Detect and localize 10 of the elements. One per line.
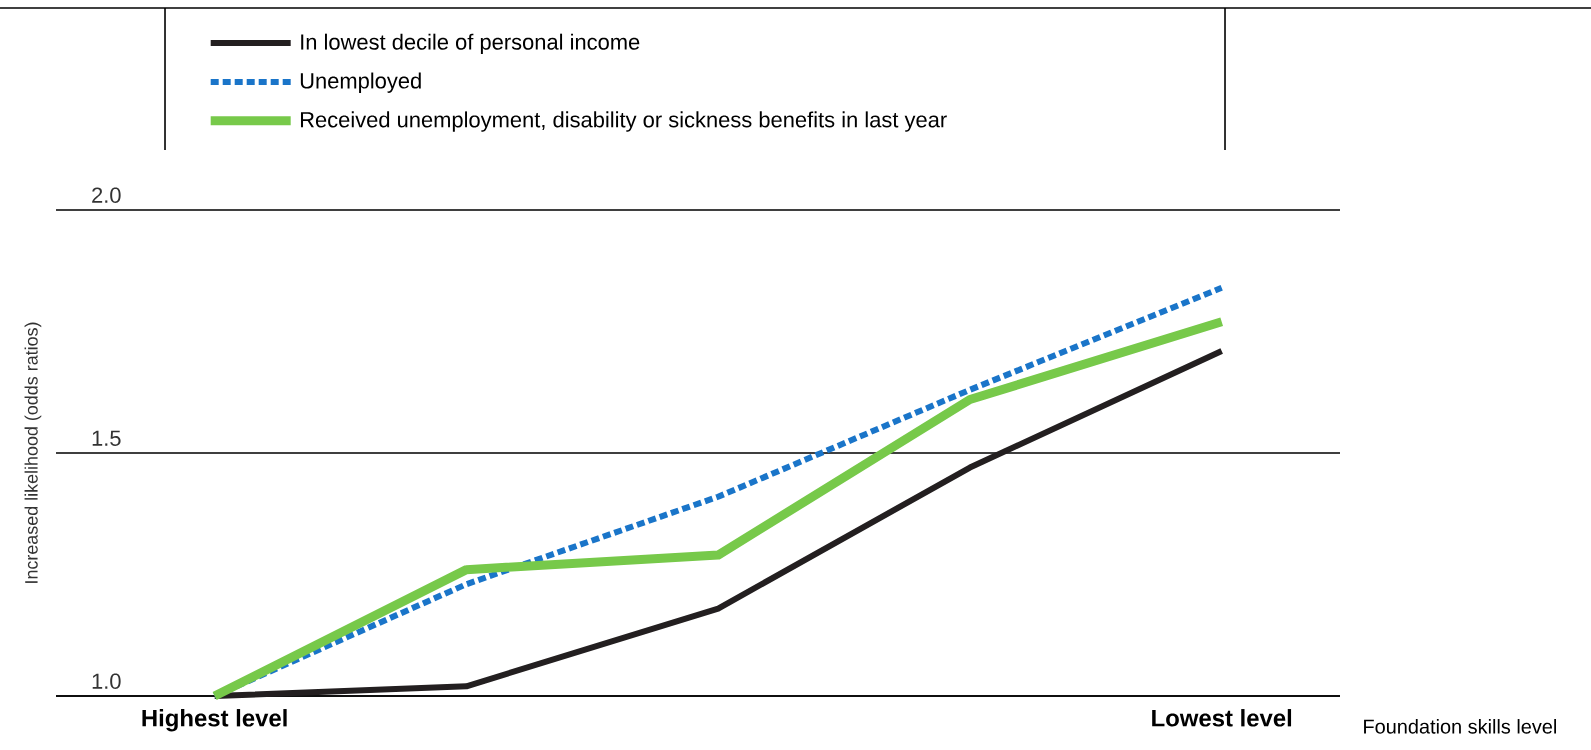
x-tick-label: Highest level (142, 709, 287, 732)
x-axis-title: Foundation skills level (1364, 719, 1556, 734)
x-tick-label: Lowest level (1152, 709, 1292, 727)
y-tick-label: 1.5 (92, 430, 121, 446)
legend-label: In lowest decile of personal income (301, 33, 640, 55)
y-axis-title: Increased likelihood (odds ratios) (24, 322, 42, 583)
y-tick-label: 2.0 (92, 187, 121, 203)
legend-label: Received unemployment, disability or sickness benefits in last year (300, 111, 947, 132)
legend-label: Unemployed (300, 72, 421, 93)
y-tick-label: 1.0 (92, 673, 121, 689)
